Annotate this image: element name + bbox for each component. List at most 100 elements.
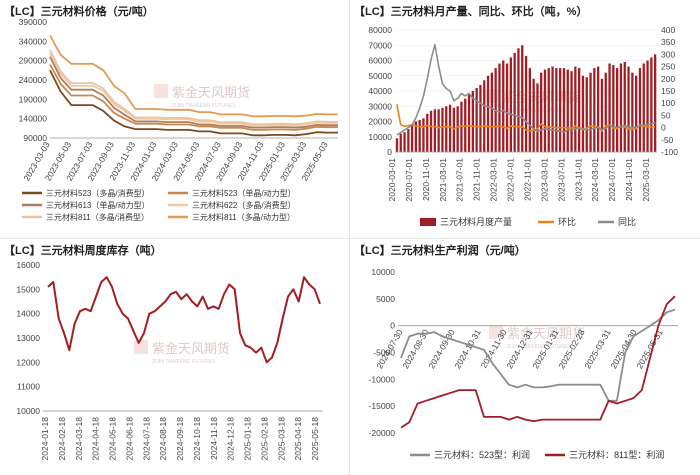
output-bar bbox=[555, 68, 558, 152]
output-bar bbox=[551, 66, 554, 152]
inventory-xtick-label: 2024-06-18 bbox=[124, 417, 134, 461]
output-bar bbox=[483, 80, 486, 152]
output-xtick-label: 2024-03-01 bbox=[590, 158, 600, 202]
inventory-xtick-label: 2024-02-18 bbox=[57, 417, 67, 461]
inventory-series-line bbox=[47, 276, 321, 364]
output-bar bbox=[410, 124, 414, 152]
output-legend-label: 同比 bbox=[618, 216, 636, 227]
watermark-subtext: ZIJIN TIANFENG FUTURES bbox=[172, 103, 236, 109]
profit-chart-panel: 【LC】三元材料生产利润（元/吨） 紫金天风期货 ZIJIN TIANFENG F… bbox=[350, 239, 700, 475]
output-bar bbox=[467, 94, 471, 152]
output-bar bbox=[418, 120, 421, 152]
inventory-ytick-label: 14000 bbox=[16, 309, 40, 319]
output-bar bbox=[521, 45, 524, 153]
price-ytick-label: 290000 bbox=[19, 56, 48, 66]
profit-ytick-label: 10000 bbox=[371, 267, 395, 277]
inventory-xtick-label: 2024-08-18 bbox=[158, 417, 168, 461]
output-bar bbox=[517, 48, 520, 152]
output-bar bbox=[642, 63, 645, 152]
output-left-ytick-label: 10000 bbox=[368, 132, 392, 142]
output-right-ytick-label: 300 bbox=[661, 49, 675, 59]
price-chart: 紫金天风期货 ZIJIN TIANFENG FUTURES 390000 340000… bbox=[19, 17, 338, 222]
inventory-chart-panel: 【LC】三元材料周度库存（吨） 紫金天风期货 ZIJIN TIANFENG FUT… bbox=[0, 239, 349, 475]
output-xtick-label: 2023-03-01 bbox=[539, 158, 549, 202]
output-bar bbox=[619, 63, 623, 152]
output-bar bbox=[505, 63, 509, 152]
output-bar bbox=[448, 104, 452, 152]
output-right-ytick-label: -100 bbox=[661, 147, 678, 157]
inventory-xtick-label: 2025-05-18 bbox=[310, 417, 320, 461]
output-legend-swatch bbox=[420, 218, 436, 226]
output-bar bbox=[540, 72, 543, 152]
output-right-ytick-label: 400 bbox=[661, 25, 675, 35]
price-series-line-2 bbox=[49, 56, 338, 129]
profit-chart-title: 【LC】三元材料生产利润（元/吨） bbox=[354, 245, 526, 257]
output-bar bbox=[597, 66, 600, 152]
output-bar bbox=[627, 66, 630, 152]
watermark-logo bbox=[134, 340, 148, 354]
output-bar bbox=[479, 84, 482, 152]
output-bar bbox=[528, 68, 531, 152]
output-xtick-label: 2020-03-01 bbox=[387, 158, 397, 202]
output-chart-title: 【LC】三元材料月产量、同比、环比（吨，%） bbox=[354, 6, 588, 18]
price-ytick-label: 390000 bbox=[19, 17, 48, 27]
output-bar bbox=[562, 68, 566, 152]
output-right-ytick-label: 200 bbox=[661, 74, 675, 84]
output-bar bbox=[464, 98, 467, 152]
output-bar bbox=[593, 68, 596, 152]
price-series-line-4 bbox=[49, 49, 338, 125]
output-bar bbox=[460, 101, 463, 152]
inventory-xtick-label: 2025-04-18 bbox=[293, 417, 303, 461]
output-bar bbox=[414, 121, 417, 152]
inventory-ytick-label: 16000 bbox=[16, 260, 40, 270]
output-bar bbox=[646, 60, 649, 152]
price-legend-label: 三元材料811（多晶/动力型） bbox=[192, 212, 295, 222]
output-bar bbox=[490, 72, 493, 152]
price-legend-label: 三元材料523（单晶/动力型） bbox=[192, 188, 296, 198]
output-bar bbox=[407, 129, 410, 152]
output-bar bbox=[452, 107, 455, 152]
output-bar bbox=[616, 68, 619, 152]
output-xtick-label: 2025-03-01 bbox=[641, 158, 651, 202]
inventory-xtick-label: 2025-01-18 bbox=[243, 417, 253, 461]
profit-ytick-label: 5000 bbox=[376, 294, 395, 304]
inventory-xtick-label: 2024-11-18 bbox=[209, 417, 219, 460]
output-bar bbox=[426, 113, 429, 152]
watermark-subtext: ZIJIN TIANFENG FUTURES bbox=[507, 344, 571, 350]
panel-divider-horizontal bbox=[0, 238, 700, 239]
inventory-xtick-label: 2024-12-18 bbox=[226, 417, 236, 461]
output-xtick-label: 2022-07-01 bbox=[506, 158, 516, 202]
output-bar bbox=[441, 107, 444, 152]
output-bar bbox=[581, 75, 585, 153]
output-bar bbox=[475, 88, 478, 152]
output-xtick-label: 2020-11-01 bbox=[421, 158, 431, 201]
output-bar bbox=[612, 65, 615, 152]
output-left-ytick-label: 30000 bbox=[368, 101, 392, 111]
output-left-ytick-label: 50000 bbox=[368, 71, 392, 81]
output-bar bbox=[422, 118, 425, 152]
price-ytick-label: 340000 bbox=[19, 36, 48, 46]
price-ytick-label: 90000 bbox=[23, 133, 47, 143]
inventory-chart-title: 【LC】三元材料周度库存（吨） bbox=[4, 245, 162, 257]
price-ytick-label: 240000 bbox=[19, 75, 48, 85]
output-xtick-label: 2024-11-01 bbox=[624, 158, 634, 201]
output-bar bbox=[654, 54, 657, 152]
output-bar bbox=[589, 72, 592, 152]
inventory-ytick-label: 10000 bbox=[16, 406, 40, 416]
output-bar bbox=[403, 132, 406, 152]
inventory-xtick-label: 2025-03-18 bbox=[276, 417, 286, 461]
output-bar bbox=[623, 62, 626, 152]
profit-series-line-0 bbox=[400, 308, 676, 402]
output-left-ytick-label: 0 bbox=[387, 147, 392, 157]
price-series-line-1 bbox=[49, 64, 338, 131]
inventory-xtick-label: 2024-09-18 bbox=[175, 417, 185, 461]
output-bar bbox=[445, 106, 448, 153]
output-xtick-label: 2022-11-01 bbox=[522, 158, 532, 201]
price-ytick-label: 190000 bbox=[19, 94, 48, 104]
output-bar bbox=[635, 75, 638, 153]
price-ytick-label: 140000 bbox=[19, 114, 48, 124]
output-bar bbox=[566, 69, 569, 152]
output-line-mom bbox=[396, 104, 656, 132]
output-bar bbox=[395, 138, 399, 152]
